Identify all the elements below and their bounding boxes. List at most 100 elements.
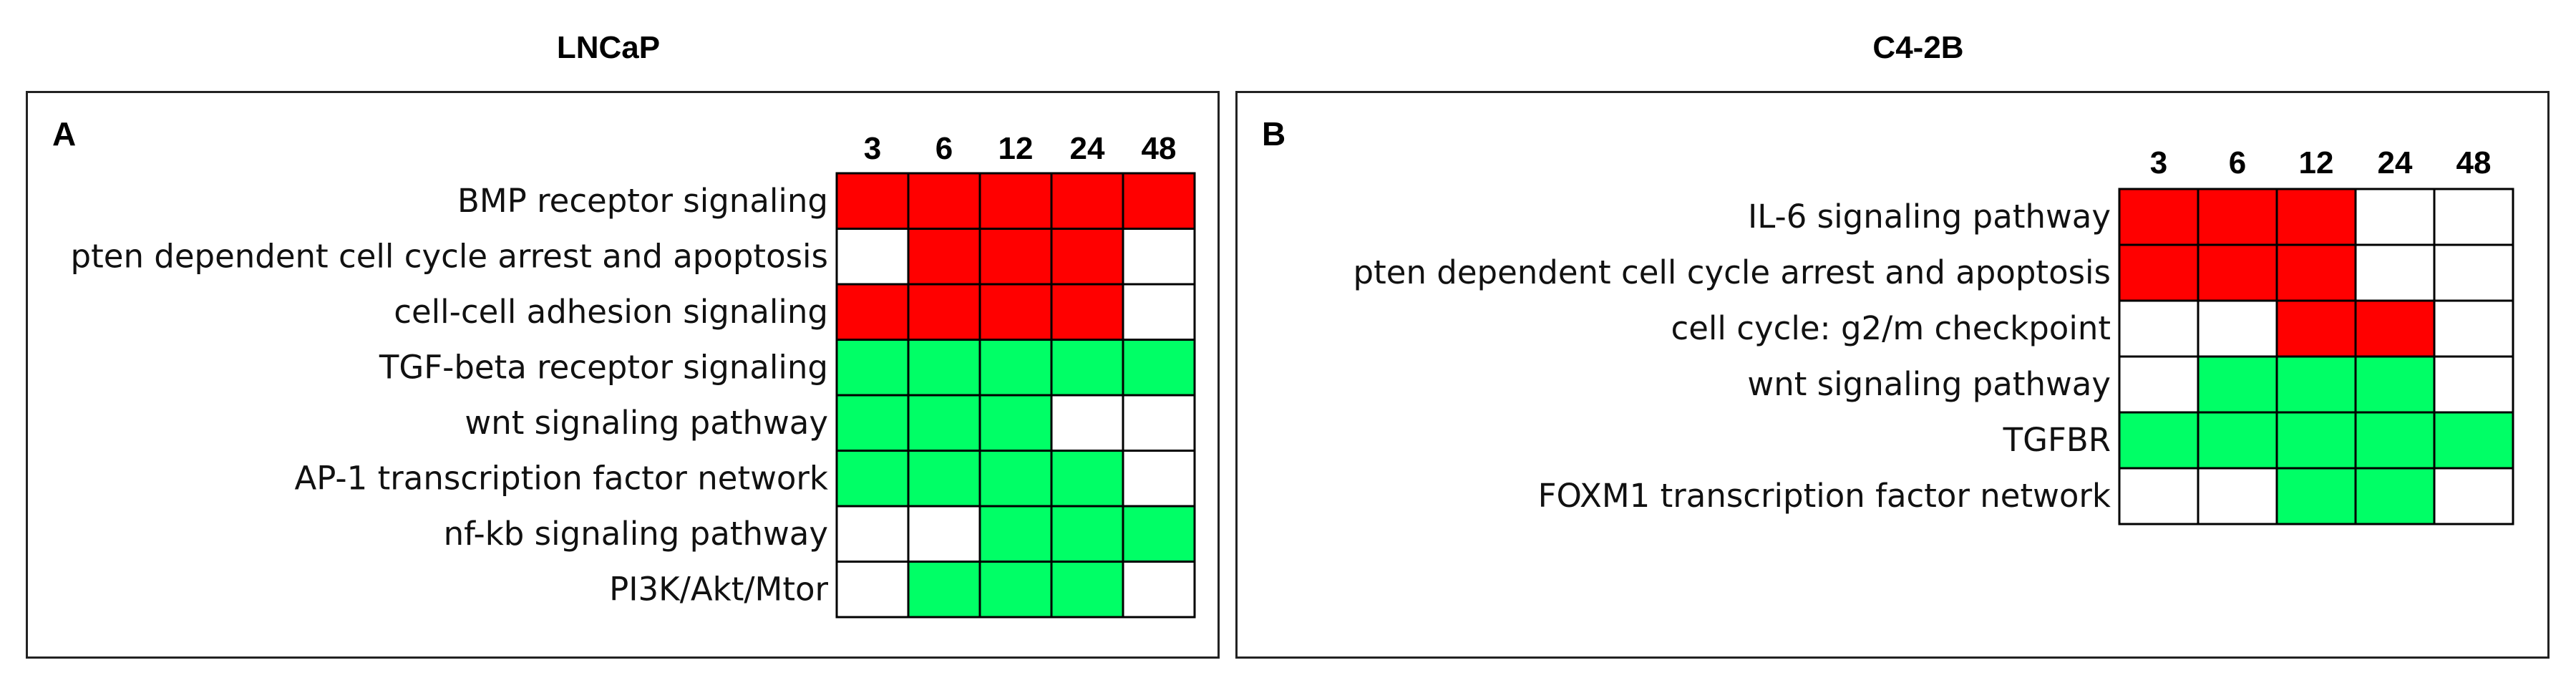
heatmap-cell-none bbox=[2118, 467, 2200, 525]
row-label: IL-6 signaling pathway bbox=[1748, 198, 2111, 236]
heatmap-cell-up bbox=[1050, 172, 1124, 230]
heatmap-cell-none bbox=[1122, 283, 1196, 341]
heatmap-cell-down bbox=[1050, 505, 1124, 563]
panel-title-c42b: C4-2B bbox=[1872, 30, 1964, 65]
heatmap-cell-down bbox=[2197, 411, 2278, 470]
column-label-6: 6 bbox=[935, 131, 953, 166]
heatmap-cell-down bbox=[978, 505, 1053, 563]
row-label: TGF-beta receptor signaling bbox=[379, 348, 828, 386]
heatmap-cell-down bbox=[907, 339, 981, 397]
column-label-3: 3 bbox=[2150, 145, 2167, 180]
row-label: wnt signaling pathway bbox=[1747, 365, 2111, 403]
heatmap-cell-down bbox=[978, 394, 1053, 452]
heatmap-cell-down bbox=[907, 450, 981, 508]
heatmap-cell-down bbox=[2354, 411, 2436, 470]
heatmap-cell-up bbox=[2275, 299, 2357, 358]
heatmap-cell-up bbox=[2354, 299, 2436, 358]
heatmap-cell-none bbox=[835, 505, 910, 563]
heatmap-cell-down bbox=[835, 450, 910, 508]
heatmap-cell-up bbox=[1050, 283, 1124, 341]
heatmap-cell-none bbox=[1122, 394, 1196, 452]
heatmap-cell-down bbox=[2275, 355, 2357, 414]
heatmap-cell-none bbox=[2433, 188, 2514, 246]
row-label: pten dependent cell cycle arrest and apo… bbox=[71, 237, 828, 275]
heatmap-cell-none bbox=[907, 505, 981, 563]
row-label: PI3K/Akt/Mtor bbox=[609, 570, 828, 608]
panel-letter-b: B bbox=[1262, 115, 1286, 152]
heatmap-cell-up bbox=[1122, 172, 1196, 230]
row-label: TGFBR bbox=[2003, 421, 2111, 459]
column-label-48: 48 bbox=[2456, 145, 2492, 180]
column-label-24: 24 bbox=[2378, 145, 2413, 180]
heatmap-cell-down bbox=[1122, 505, 1196, 563]
heatmap-cell-up bbox=[2275, 188, 2357, 246]
heatmap-cell-up bbox=[835, 172, 910, 230]
row-label: AP-1 transcription factor network bbox=[295, 459, 829, 497]
heatmap-cell-down bbox=[2275, 467, 2357, 525]
row-label: BMP receptor signaling bbox=[457, 182, 828, 220]
heatmap-cell-down bbox=[2118, 411, 2200, 470]
heatmap-cell-up bbox=[1050, 228, 1124, 286]
heatmap-cell-down bbox=[978, 339, 1053, 397]
heatmap-cell-up bbox=[2197, 243, 2278, 302]
heatmap-cell-none bbox=[1122, 450, 1196, 508]
heatmap-cell-none bbox=[2197, 467, 2278, 525]
heatmap-cell-down bbox=[907, 394, 981, 452]
heatmap-cell-none bbox=[2118, 299, 2200, 358]
column-label-12: 12 bbox=[2299, 145, 2334, 180]
panel-title-lncap: LNCaP bbox=[556, 30, 661, 65]
row-label: FOXM1 transcription factor network bbox=[1538, 477, 2111, 515]
column-label-12: 12 bbox=[998, 131, 1034, 166]
row-label: cell cycle: g2/m checkpoint bbox=[1671, 309, 2111, 347]
heatmap-cell-down bbox=[1050, 450, 1124, 508]
heatmap-cell-down bbox=[1050, 561, 1124, 619]
heatmap-cell-down bbox=[978, 561, 1053, 619]
heatmap-cell-none bbox=[1122, 228, 1196, 286]
heatmap-a: 3 6 12 24 48 BMP receptor signaling pten depen… bbox=[71, 131, 1196, 619]
heatmap-cell-up bbox=[907, 228, 981, 286]
heatmap-cell-down bbox=[978, 450, 1053, 508]
heatmap-cell-none bbox=[835, 228, 910, 286]
heatmap-cell-down bbox=[1122, 339, 1196, 397]
heatmap-cell-none bbox=[1122, 561, 1196, 619]
heatmap-cell-none bbox=[2433, 355, 2514, 414]
heatmap-cell-none bbox=[2354, 188, 2436, 246]
heatmap-cell-down bbox=[907, 561, 981, 619]
heatmap-cell-none bbox=[2433, 467, 2514, 525]
column-label-6: 6 bbox=[2229, 145, 2246, 180]
heatmap-cell-none bbox=[2118, 355, 2200, 414]
heatmap-cell-up bbox=[978, 228, 1053, 286]
heatmap-cell-down bbox=[2433, 411, 2514, 470]
heatmap-cell-down bbox=[2354, 355, 2436, 414]
row-label: cell-cell adhesion signaling bbox=[394, 293, 828, 331]
heatmap-cell-down bbox=[835, 394, 910, 452]
heatmap-cell-none bbox=[2433, 299, 2514, 358]
heatmap-cell-up bbox=[978, 172, 1053, 230]
column-label-48: 48 bbox=[1142, 131, 1177, 166]
heatmap-cell-up bbox=[978, 283, 1053, 341]
heatmap-cell-down bbox=[2354, 467, 2436, 525]
heatmap-cell-down bbox=[1050, 339, 1124, 397]
row-label: nf-kb signaling pathway bbox=[444, 515, 828, 553]
heatmap-cell-down bbox=[2197, 355, 2278, 414]
column-label-3: 3 bbox=[864, 131, 881, 166]
heatmap-cell-down bbox=[2275, 411, 2357, 470]
heatmap-panel-b: B 3 6 12 24 48 IL-6 signaling pathway pten dep… bbox=[1235, 91, 2550, 659]
heatmap-cell-none bbox=[835, 561, 910, 619]
heatmap-panel-a: A 3 6 12 24 48 BMP receptor signaling pten dep… bbox=[26, 91, 1220, 659]
heatmap-b: 3 6 12 24 48 IL-6 signaling pathway pten depen… bbox=[1353, 145, 2514, 525]
heatmap-cell-none bbox=[2433, 243, 2514, 302]
row-label: pten dependent cell cycle arrest and apo… bbox=[1353, 253, 2111, 291]
heatmap-cell-up bbox=[907, 283, 981, 341]
heatmap-cell-up bbox=[2275, 243, 2357, 302]
heatmap-cell-none bbox=[2197, 299, 2278, 358]
heatmap-cell-up bbox=[2118, 243, 2200, 302]
panel-letter-a: A bbox=[52, 115, 77, 152]
row-label: wnt signaling pathway bbox=[465, 404, 828, 442]
heatmap-cell-none bbox=[1050, 394, 1124, 452]
heatmap-cell-up bbox=[2118, 188, 2200, 246]
heatmap-cell-up bbox=[907, 172, 981, 230]
heatmap-cell-none bbox=[2354, 243, 2436, 302]
column-label-24: 24 bbox=[1070, 131, 1105, 166]
heatmap-cell-up bbox=[2197, 188, 2278, 246]
